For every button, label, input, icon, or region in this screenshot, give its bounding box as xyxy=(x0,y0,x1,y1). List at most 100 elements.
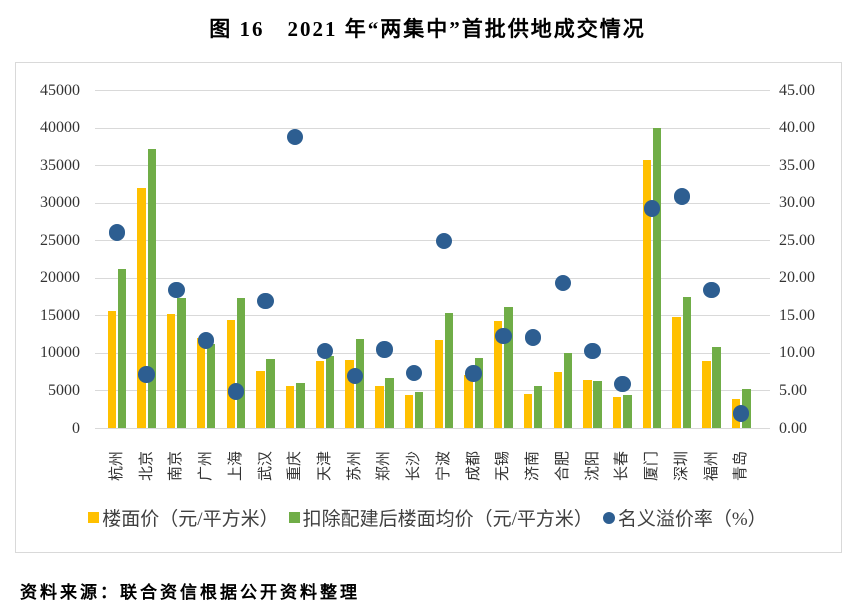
scatter-dot-premium-rate xyxy=(346,367,363,385)
legend-item: 楼面价（元/平方米） xyxy=(88,504,279,531)
gridline xyxy=(95,90,770,91)
legend-label: 扣除配建后楼面均价（元/平方米） xyxy=(302,509,593,530)
scatter-dot-premium-rate xyxy=(316,342,334,360)
scatter-dot-premium-rate xyxy=(138,366,155,383)
y-axis-left-tick: 10000 xyxy=(40,344,80,362)
x-axis-category-label: 无锡 xyxy=(495,450,512,481)
scatter-dot-premium-rate xyxy=(584,342,601,360)
legend-square-icon xyxy=(88,512,100,523)
bar-floor-price xyxy=(345,360,354,429)
gridline xyxy=(95,202,770,204)
legend-square-icon xyxy=(288,512,300,523)
scatter-dot-premium-rate xyxy=(108,224,126,241)
bar-adjusted-price xyxy=(652,128,662,429)
y-axis-right-tick: 35.00 xyxy=(779,156,815,174)
bar-floor-price xyxy=(702,360,711,429)
x-axis-category-label: 深圳 xyxy=(673,450,690,481)
y-axis-left-tick: 45000 xyxy=(40,81,80,99)
scatter-dot-premium-rate xyxy=(435,232,453,249)
scatter-dot-premium-rate xyxy=(168,282,185,299)
scatter-dot-premium-rate xyxy=(376,341,393,358)
x-axis-category-label: 青岛 xyxy=(733,450,750,481)
bar-adjusted-price xyxy=(117,268,127,429)
y-axis-right-tick: 15.00 xyxy=(779,306,815,324)
bar-floor-price xyxy=(137,188,146,429)
x-axis-category-label: 长春 xyxy=(614,450,631,481)
scatter-dot-premium-rate xyxy=(406,364,423,382)
chart-legend: 楼面价（元/平方米） 扣除配建后楼面均价（元/平方米） 名义溢价率（%） xyxy=(0,504,855,531)
gridline xyxy=(95,315,770,317)
source-note: 资料来源：联合资信根据公开资料整理 xyxy=(20,583,360,602)
legend-item: 扣除配建后楼面均价（元/平方米） xyxy=(288,504,593,531)
gridline xyxy=(95,428,770,429)
y-axis-left-tick: 0 xyxy=(72,419,80,437)
bar-adjusted-price xyxy=(236,297,246,429)
bar-floor-price xyxy=(196,338,206,429)
x-axis-category-label: 南京 xyxy=(168,450,185,481)
bar-adjusted-price xyxy=(474,357,483,429)
y-axis-right-tick: 20.00 xyxy=(779,269,815,287)
bar-adjusted-price xyxy=(444,312,454,429)
gridline xyxy=(95,352,770,354)
bar-adjusted-price xyxy=(593,381,602,429)
x-axis-category-label: 天津 xyxy=(317,450,333,481)
x-axis-category-label: 上海 xyxy=(227,450,244,481)
scatter-dot-premium-rate xyxy=(287,128,304,146)
y-axis-right-tick: 25.00 xyxy=(779,231,815,249)
scatter-dot-premium-rate xyxy=(614,375,631,393)
y-axis-left-tick: 40000 xyxy=(40,119,80,137)
x-axis-category-label: 厦门 xyxy=(644,450,661,481)
bar-adjusted-price xyxy=(147,149,156,429)
x-axis-category-label: 广州 xyxy=(198,450,215,481)
scatter-dot-premium-rate xyxy=(197,332,215,349)
y-axis-right-tick: 10.00 xyxy=(779,344,815,362)
scatter-dot-premium-rate xyxy=(257,292,274,309)
x-axis-category-label: 郑州 xyxy=(376,450,393,481)
x-axis-category-label: 福州 xyxy=(703,450,720,481)
bar-adjusted-price xyxy=(296,383,305,429)
x-axis-category-label: 杭州 xyxy=(108,450,125,481)
bar-adjusted-price xyxy=(563,353,573,429)
y-axis-left-tick: 30000 xyxy=(40,194,80,212)
y-axis-right-tick: 0.00 xyxy=(779,419,807,437)
bar-adjusted-price xyxy=(325,356,335,429)
bar-adjusted-price xyxy=(534,386,543,429)
scatter-dot-premium-rate xyxy=(703,282,720,299)
bar-floor-price xyxy=(256,370,265,429)
bar-floor-price xyxy=(523,393,533,429)
bar-floor-price xyxy=(494,321,503,429)
bar-floor-price xyxy=(375,386,384,429)
scatter-dot-premium-rate xyxy=(643,200,661,217)
bar-adjusted-price xyxy=(385,378,394,429)
bar-floor-price xyxy=(464,375,473,429)
x-axis-category-label: 长沙 xyxy=(406,450,423,481)
bar-floor-price xyxy=(404,395,414,429)
bar-floor-price xyxy=(226,319,235,429)
y-axis-left-tick: 20000 xyxy=(40,269,80,287)
bar-adjusted-price xyxy=(504,306,513,429)
bar-adjusted-price xyxy=(355,339,365,429)
bar-floor-price xyxy=(315,360,325,429)
y-axis-left-tick: 25000 xyxy=(40,231,80,249)
gridline xyxy=(95,277,770,279)
y-axis-right-tick: 40.00 xyxy=(779,119,815,137)
x-axis-category-label: 武汉 xyxy=(257,450,274,481)
scatter-dot-premium-rate xyxy=(227,383,244,400)
bar-floor-price xyxy=(107,311,116,429)
bar-adjusted-price xyxy=(266,358,275,429)
bar-adjusted-price xyxy=(682,297,692,429)
bar-adjusted-price xyxy=(206,344,216,429)
y-axis-left-tick: 5000 xyxy=(48,381,80,399)
x-axis-category-label: 苏州 xyxy=(346,450,363,481)
x-axis-category-label: 北京 xyxy=(138,450,155,481)
scatter-dot-premium-rate xyxy=(524,329,542,346)
bar-floor-price xyxy=(613,396,622,429)
scatter-dot-premium-rate xyxy=(554,274,572,291)
scatter-dot-premium-rate xyxy=(733,405,750,422)
legend-dot-icon xyxy=(602,511,615,524)
bar-floor-price xyxy=(553,372,562,429)
x-axis-category-label: 济南 xyxy=(525,450,542,481)
legend-item: 名义溢价率（%） xyxy=(602,504,767,531)
bar-floor-price xyxy=(285,386,295,429)
bar-adjusted-price xyxy=(712,346,721,429)
